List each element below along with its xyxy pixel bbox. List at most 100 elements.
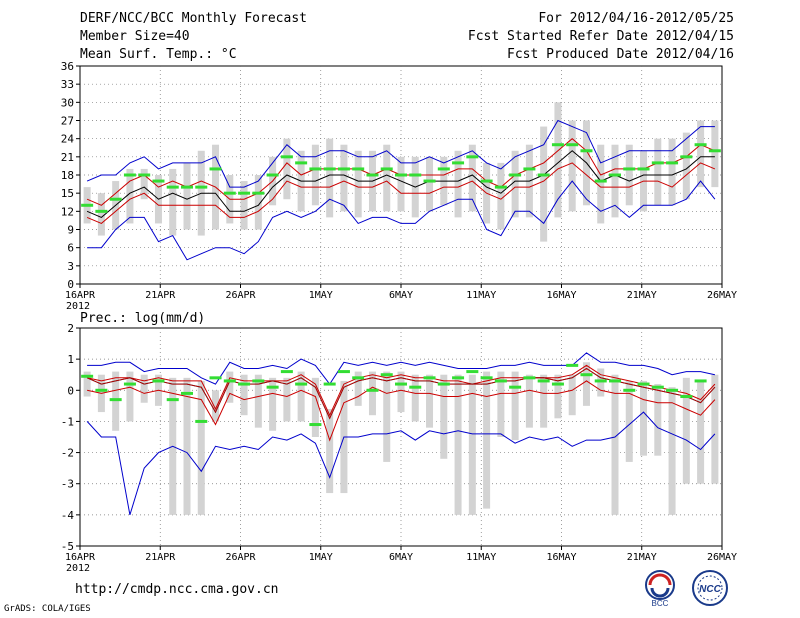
spread-bar — [183, 162, 191, 230]
observed-marker — [280, 370, 293, 374]
source-url[interactable]: http://cmdp.ncc.cma.gov.cn — [75, 582, 279, 597]
observed-marker — [223, 191, 236, 195]
spread-bar — [468, 374, 476, 515]
series-line-upper — [86, 364, 716, 417]
spread-bar — [568, 374, 576, 416]
member-size: Member Size=40 — [80, 29, 190, 44]
observed-marker — [666, 161, 679, 165]
spread-bar — [183, 377, 191, 515]
observed-marker — [266, 385, 279, 389]
y-tick-label: -3 — [61, 478, 74, 491]
spread-bar — [97, 193, 105, 236]
observed-marker — [609, 173, 621, 177]
y-tick-label: 0 — [67, 384, 74, 397]
observed-marker — [238, 191, 251, 195]
spread-bar — [368, 371, 376, 416]
observed-marker — [551, 382, 564, 386]
observed-marker — [95, 209, 108, 213]
observed-marker — [509, 385, 522, 389]
spread-bar — [568, 120, 576, 212]
observed-marker — [337, 167, 350, 171]
observed-marker — [323, 382, 336, 386]
spread-bar — [668, 387, 676, 515]
spread-bar — [240, 181, 248, 230]
observed-marker — [166, 185, 179, 189]
observed-marker — [623, 167, 636, 171]
observed-marker — [423, 376, 436, 380]
x-tick-label: 21MAY — [627, 552, 657, 563]
spread-bar — [326, 138, 334, 218]
spread-bar — [597, 144, 605, 224]
x-tick-label: 1MAY — [309, 552, 333, 563]
spread-bar — [112, 371, 120, 431]
observed-marker — [637, 382, 650, 386]
spread-bar — [197, 380, 205, 515]
spread-bar — [554, 102, 562, 218]
spread-bar — [654, 384, 662, 456]
spread-bar — [126, 371, 134, 422]
spread-bar — [511, 150, 519, 218]
observed-marker — [651, 385, 664, 389]
spread-bar — [511, 371, 519, 441]
observed-marker — [452, 161, 465, 165]
observed-marker — [266, 173, 279, 177]
spread-bar — [454, 150, 462, 218]
observed-marker — [694, 143, 707, 147]
observed-marker — [466, 370, 479, 374]
observed-marker — [480, 179, 493, 183]
observed-marker — [694, 379, 707, 383]
y-tick-label: 3 — [67, 260, 74, 273]
spread-bar — [397, 371, 405, 413]
spread-bar — [83, 371, 91, 397]
spread-bar — [169, 168, 177, 236]
observed-marker — [452, 376, 465, 380]
spread-bar — [269, 377, 277, 431]
spread-bar — [711, 374, 719, 484]
y-tick-label: -2 — [61, 447, 74, 460]
observed-marker — [395, 382, 407, 386]
y-tick-label: 33 — [61, 78, 74, 91]
spread-bar — [525, 374, 533, 428]
svg-text:NCC: NCC — [699, 584, 721, 595]
spread-bar — [540, 126, 548, 242]
series-line-lower — [86, 380, 716, 442]
panel-title: Prec.: log(mm/d) — [80, 311, 205, 326]
svg-text:BCC: BCC — [652, 599, 669, 608]
observed-marker — [181, 185, 193, 189]
observed-marker — [523, 376, 536, 380]
observed-marker — [138, 173, 151, 177]
observed-marker — [623, 388, 636, 392]
spread-bar — [454, 374, 462, 515]
series-line-min — [86, 411, 716, 516]
spread-bar — [497, 371, 505, 437]
spread-bar — [497, 162, 505, 230]
observed-marker — [81, 203, 94, 207]
observed-marker — [708, 149, 721, 153]
spread-bar — [597, 368, 605, 397]
observed-marker — [580, 373, 593, 377]
started-date: Fcst Started Refer Date 2012/04/15 — [467, 29, 734, 44]
observed-marker — [209, 167, 222, 171]
observed-marker — [380, 167, 393, 171]
x-tick-label: 16MAY — [546, 290, 576, 301]
observed-marker — [123, 173, 136, 177]
spread-bar — [440, 374, 448, 459]
spread-bar — [468, 144, 476, 212]
y-tick-label: -4 — [61, 509, 75, 522]
observed-marker — [295, 161, 308, 165]
x-tick-label: 21APR — [145, 290, 176, 301]
observed-marker — [209, 376, 222, 380]
spread-bar — [354, 150, 362, 218]
x-year-label: 2012 — [66, 563, 90, 574]
spread-bar — [682, 132, 690, 200]
observed-marker — [195, 419, 208, 423]
x-tick-label: 1MAY — [309, 290, 333, 301]
y-tick-label: 9 — [67, 224, 74, 237]
y-tick-label: 24 — [61, 133, 75, 146]
spread-bar — [354, 371, 362, 406]
series-line-min — [87, 180, 716, 261]
spread-bar — [326, 408, 334, 494]
observed-marker — [152, 179, 165, 183]
x-tick-label: 16APR — [65, 290, 96, 301]
